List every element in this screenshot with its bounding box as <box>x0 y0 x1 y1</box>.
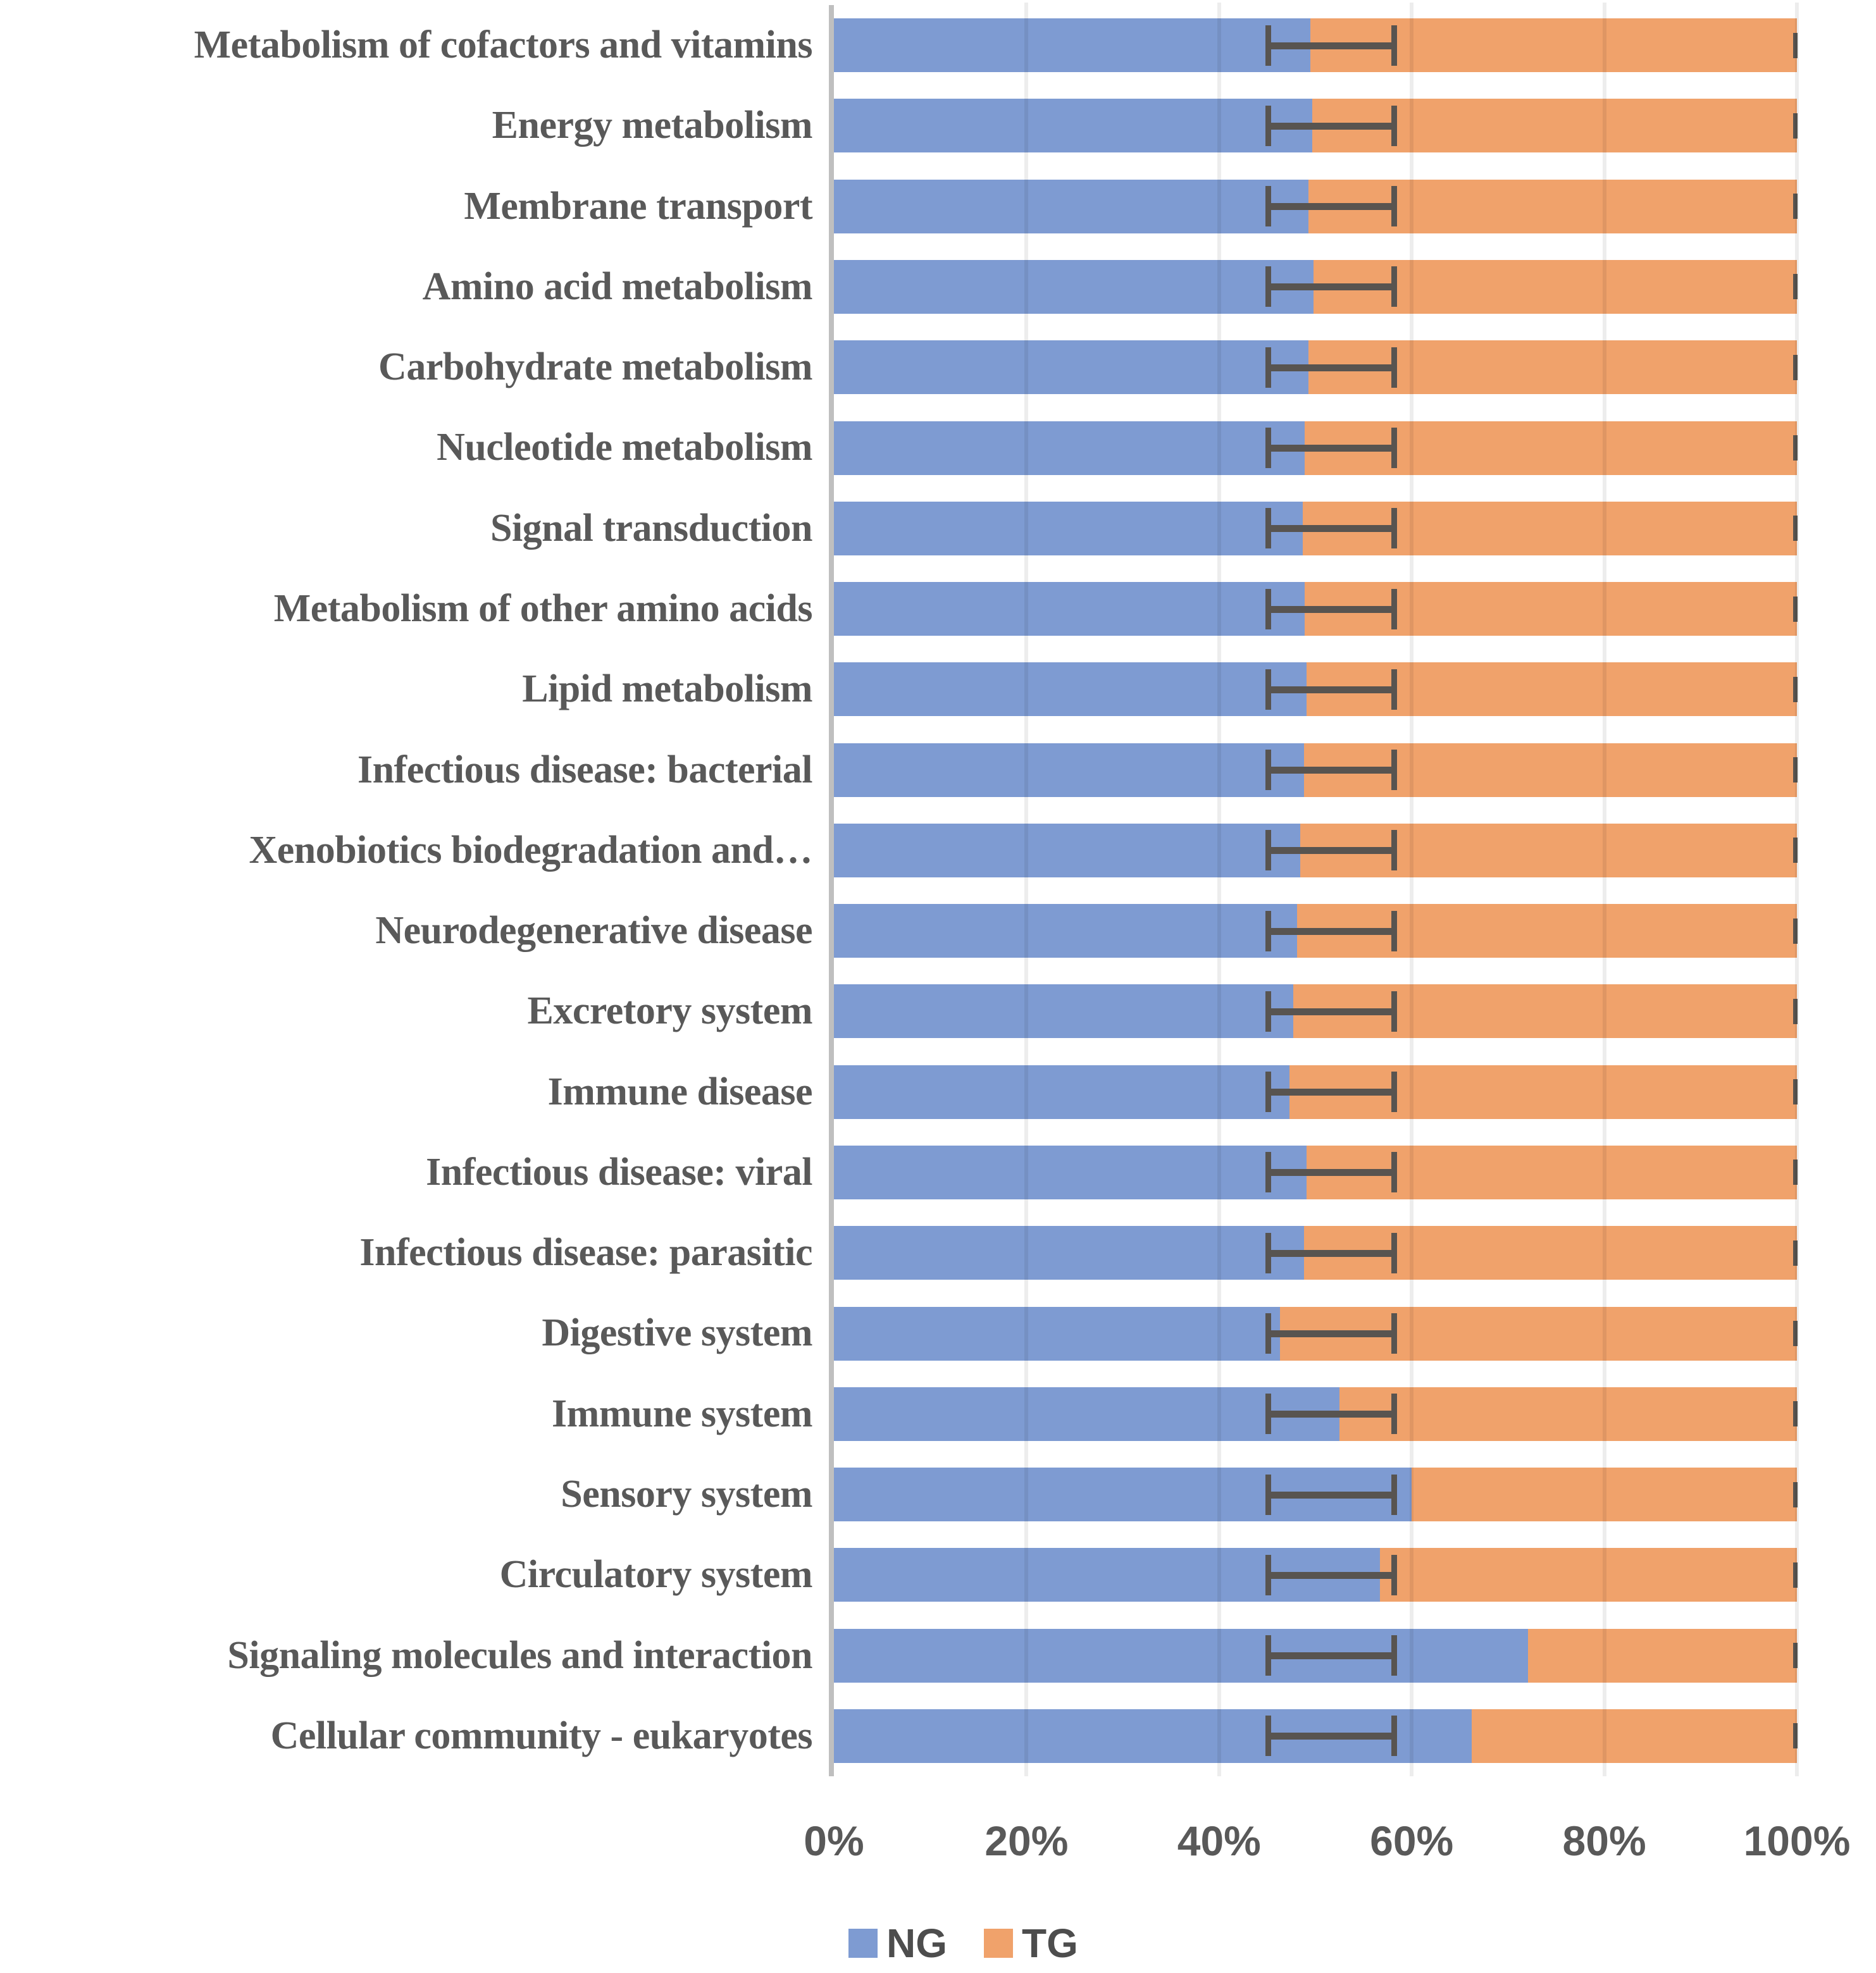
stack-end-tick <box>1793 1401 1798 1427</box>
ng-segment <box>834 743 1304 797</box>
x-tick-label: 0% <box>804 1817 864 1864</box>
category-label: Metabolism of cofactors and vitamins <box>194 23 813 67</box>
stack-end-tick <box>1793 1240 1798 1266</box>
category-label: Nucleotide metabolism <box>437 426 812 469</box>
legend-label-ng: NG <box>886 1920 947 1966</box>
gridline <box>1795 3 1799 1776</box>
tg-swatch-icon <box>984 1929 1013 1958</box>
ng-segment <box>834 662 1307 717</box>
x-tick-label: 40% <box>1177 1817 1261 1864</box>
stack-end-tick <box>1793 1723 1798 1749</box>
stack-end-tick <box>1793 274 1798 300</box>
ng-segment <box>834 340 1309 395</box>
stack-end-tick <box>1793 1481 1798 1507</box>
category-label: Cellular community - eukaryotes <box>270 1714 813 1757</box>
ng-segment <box>834 1387 1340 1441</box>
category-label: Immune disease <box>547 1070 813 1113</box>
x-tick-label: 20% <box>985 1817 1069 1864</box>
bar-row <box>834 1065 1797 1119</box>
ng-segment <box>834 582 1305 636</box>
stack-end-tick <box>1793 1562 1798 1588</box>
legend-label-tg: TG <box>1022 1920 1078 1966</box>
category-label: Signal transduction <box>490 506 813 550</box>
bar-row <box>834 259 1797 314</box>
ng-segment <box>834 1226 1304 1280</box>
legend-item-ng: NG <box>848 1923 947 1964</box>
category-label: Carbohydrate metabolism <box>378 345 812 389</box>
ng-segment <box>834 179 1309 233</box>
category-label: Lipid metabolism <box>522 667 812 711</box>
stack-end-tick <box>1793 113 1798 139</box>
stack-end-tick <box>1793 1079 1798 1105</box>
gridline <box>1217 3 1221 1776</box>
bar-row <box>834 662 1797 717</box>
stack-end-tick <box>1793 516 1798 541</box>
ng-segment <box>834 1065 1289 1119</box>
ng-segment <box>834 1145 1307 1199</box>
x-tick-label: 60% <box>1370 1817 1454 1864</box>
ng-segment <box>834 823 1300 877</box>
stack-end-tick <box>1793 1160 1798 1185</box>
x-tick-label: 100% <box>1743 1817 1851 1864</box>
bar-row <box>834 1628 1797 1683</box>
ng-segment <box>834 99 1313 153</box>
category-label: Infectious disease: bacterial <box>357 748 813 791</box>
bar-row <box>834 1306 1797 1361</box>
ng-segment <box>834 501 1303 555</box>
gridline <box>1024 3 1029 1776</box>
legend: NG TG <box>848 1923 1078 1964</box>
stack-end-tick <box>1793 1321 1798 1346</box>
ng-segment <box>834 259 1314 314</box>
bar-row <box>834 1387 1797 1441</box>
bar-row <box>834 984 1797 1039</box>
ng-segment <box>834 1628 1529 1683</box>
category-label: Infectious disease: parasitic <box>359 1231 812 1275</box>
stack-end-tick <box>1793 998 1798 1024</box>
stack-end-tick <box>1793 32 1798 58</box>
stack-end-tick <box>1793 354 1798 380</box>
stack-end-tick <box>1793 918 1798 944</box>
tg-segment <box>1528 1628 1797 1683</box>
bar-row <box>834 582 1797 636</box>
tg-segment <box>1471 1709 1797 1763</box>
category-label: Sensory system <box>561 1473 812 1516</box>
category-label: Infectious disease: viral <box>426 1150 812 1194</box>
tg-segment <box>1412 1468 1797 1522</box>
category-label: Digestive system <box>542 1311 812 1355</box>
stack-end-tick <box>1793 757 1798 783</box>
stack-end-tick <box>1793 1643 1798 1669</box>
ng-segment <box>834 18 1311 73</box>
category-label: Signaling molecules and interaction <box>227 1633 812 1677</box>
category-label: Metabolism of other amino acids <box>273 587 813 631</box>
category-label: Immune system <box>552 1392 812 1435</box>
stack-end-tick <box>1793 435 1798 461</box>
tg-segment <box>1379 1548 1797 1602</box>
category-label: Amino acid metabolism <box>422 264 813 308</box>
category-label: Excretory system <box>527 989 812 1033</box>
category-label: Xenobiotics biodegradation and… <box>249 828 812 872</box>
gridline <box>1602 3 1606 1776</box>
tg-segment <box>1339 1387 1797 1441</box>
stack-end-tick <box>1793 838 1798 863</box>
ng-swatch-icon <box>848 1929 878 1958</box>
bar-row <box>834 743 1797 797</box>
y-axis-line <box>829 5 834 1776</box>
x-tick-label: 80% <box>1562 1817 1646 1864</box>
category-label: Membrane transport <box>464 184 812 228</box>
ng-segment <box>834 904 1298 958</box>
ng-segment <box>834 1306 1280 1361</box>
stack-end-tick <box>1793 194 1798 220</box>
stack-end-tick <box>1793 676 1798 702</box>
gridline <box>1410 3 1414 1776</box>
category-label: Neurodegenerative disease <box>375 909 812 953</box>
ng-segment <box>834 421 1305 475</box>
category-label: Energy metabolism <box>492 104 813 147</box>
ng-segment <box>834 984 1293 1039</box>
category-label: Circulatory system <box>499 1553 813 1597</box>
legend-item-tg: TG <box>984 1923 1078 1964</box>
stack-end-tick <box>1793 596 1798 622</box>
